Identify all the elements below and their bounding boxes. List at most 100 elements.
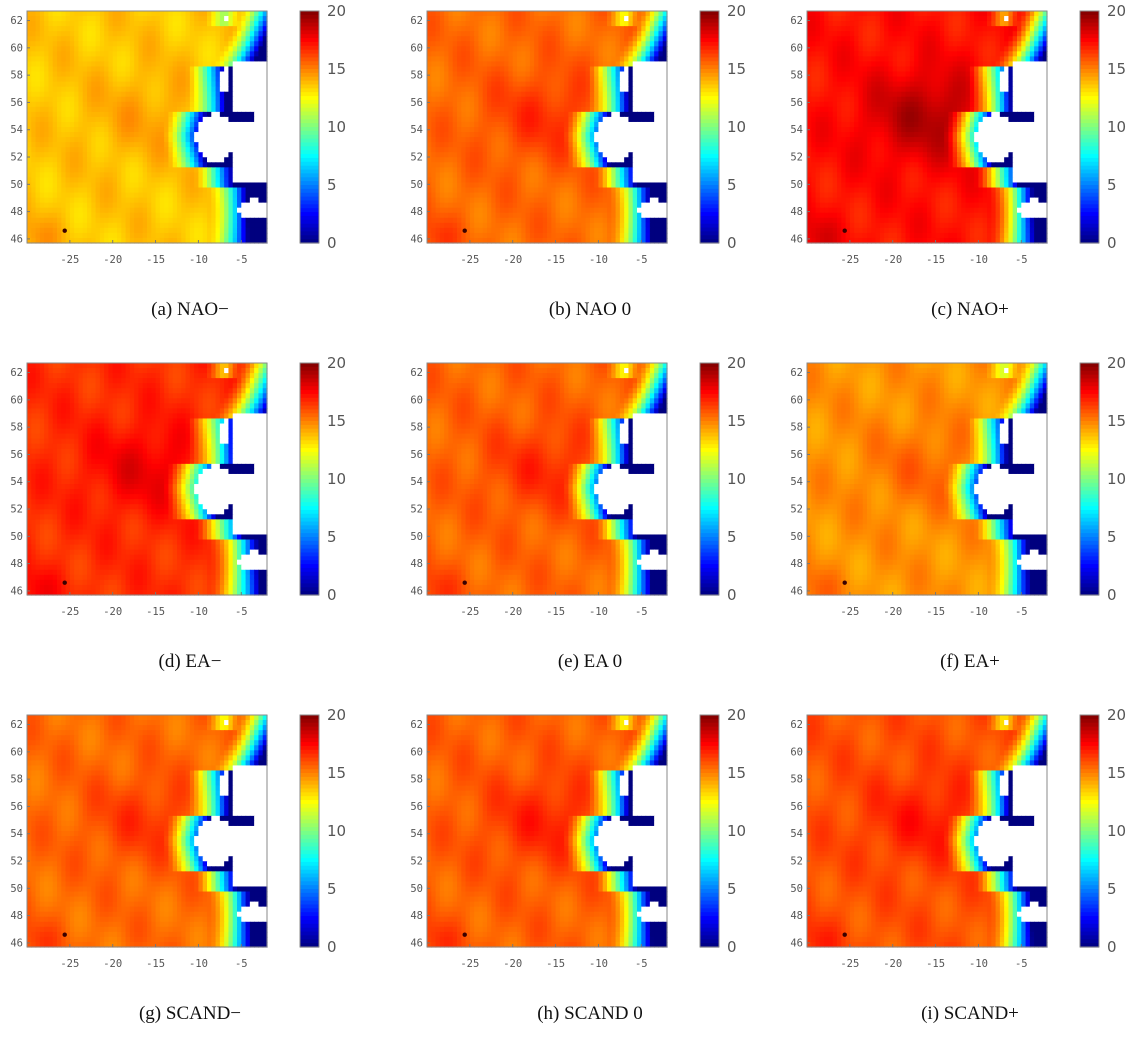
heatmap-cell: [436, 51, 441, 57]
heatmap-cell: [216, 223, 221, 229]
heatmap-cell: [143, 167, 148, 173]
heatmap-cell: [57, 208, 62, 214]
heatmap-cell: [203, 41, 208, 47]
heatmap-cell: [207, 147, 212, 153]
heatmap-cell: [224, 72, 229, 78]
heatmap-cell: [31, 26, 36, 32]
heatmap-cell: [91, 132, 96, 138]
heatmap-cell: [83, 41, 88, 47]
heatmap-cell: [530, 137, 535, 143]
heatmap-cell: [470, 77, 475, 83]
heatmap-cell: [650, 147, 655, 153]
heatmap-cell: [44, 167, 49, 173]
heatmap-cell: [646, 203, 651, 209]
heatmap-cell: [560, 56, 565, 62]
heatmap-cell: [646, 177, 651, 183]
heatmap-cell: [246, 56, 251, 62]
heatmap-cell: [590, 162, 595, 168]
heatmap-cell: [241, 92, 246, 98]
heatmap-cell: [126, 61, 131, 67]
heatmap-cell: [478, 213, 483, 219]
heatmap-cell: [564, 72, 569, 78]
heatmap-cell: [658, 46, 663, 52]
heatmap-cell: [160, 26, 165, 32]
heatmap-cell: [44, 11, 49, 17]
heatmap-cell: [573, 21, 578, 27]
heatmap-cell: [181, 172, 186, 178]
heatmap-cell: [164, 223, 169, 229]
heatmap-cell: [44, 102, 49, 108]
heatmap-cell: [66, 132, 71, 138]
heatmap-cell: [573, 61, 578, 67]
heatmap-cell: [551, 107, 556, 113]
heatmap-cell: [526, 66, 531, 72]
heatmap-cell: [250, 218, 255, 224]
heatmap-cell: [31, 172, 36, 178]
heatmap-cell: [453, 107, 458, 113]
heatmap-cell: [628, 82, 633, 88]
heatmap-cell: [78, 11, 83, 17]
heatmap-cell: [427, 51, 432, 57]
heatmap-cell: [143, 193, 148, 199]
heatmap-cell: [461, 66, 466, 72]
heatmap-cell: [641, 127, 646, 133]
heatmap-cell: [491, 122, 496, 128]
heatmap-cell: [27, 51, 32, 57]
heatmap-cell: [543, 172, 548, 178]
heatmap-cell: [241, 177, 246, 183]
heatmap-cell: [436, 11, 441, 17]
heatmap-cell: [607, 208, 612, 214]
heatmap-cell: [500, 172, 505, 178]
heatmap-cell: [61, 198, 66, 204]
heatmap-cell: [633, 112, 638, 118]
heatmap-cell: [440, 21, 445, 27]
heatmap-cell: [173, 142, 178, 148]
heatmap-cell: [573, 167, 578, 173]
heatmap-cell: [448, 102, 453, 108]
heatmap-cell: [646, 157, 651, 163]
heatmap-cell: [74, 223, 79, 229]
heatmap-cell: [198, 26, 203, 32]
heatmap-cell: [530, 46, 535, 52]
heatmap-cell: [628, 152, 633, 158]
heatmap-cell: [633, 107, 638, 113]
heatmap-cell: [254, 117, 259, 123]
heatmap-cell: [590, 66, 595, 72]
heatmap-cell: [560, 102, 565, 108]
heatmap-cell: [646, 107, 651, 113]
heatmap-cell: [83, 157, 88, 163]
heatmap-cell: [151, 77, 156, 83]
heatmap-cell: [70, 11, 75, 17]
heatmap-cell: [470, 46, 475, 52]
heatmap-cell: [560, 26, 565, 32]
heatmap-cell: [250, 172, 255, 178]
heatmap-cell: [203, 142, 208, 148]
heatmap-cell: [186, 66, 191, 72]
heatmap-cell: [96, 102, 101, 108]
heatmap-cell: [603, 46, 608, 52]
heatmap-cell: [74, 61, 79, 67]
heatmap-cell: [198, 213, 203, 219]
heatmap-cell: [466, 152, 471, 158]
heatmap-cell: [181, 157, 186, 163]
heatmap-cell: [27, 223, 32, 229]
heatmap-cell: [61, 87, 66, 93]
heatmap-cell: [237, 92, 242, 98]
heatmap-cell: [117, 82, 122, 88]
heatmap-cell: [53, 213, 58, 219]
heatmap-cell: [177, 46, 182, 52]
heatmap-cell: [616, 188, 621, 194]
heatmap-cell: [556, 117, 561, 123]
heatmap-cell: [500, 132, 505, 138]
heatmap-cell: [440, 26, 445, 32]
heatmap-cell: [134, 182, 139, 188]
heatmap-cell: [504, 188, 509, 194]
heatmap-cell: [78, 51, 83, 57]
heatmap-cell: [160, 193, 165, 199]
heatmap-cell: [83, 198, 88, 204]
heatmap-cell: [556, 182, 561, 188]
heatmap-cell: [573, 147, 578, 153]
heatmap-cell: [487, 203, 492, 209]
heatmap-cell: [620, 61, 625, 67]
heatmap-cell: [121, 107, 126, 113]
